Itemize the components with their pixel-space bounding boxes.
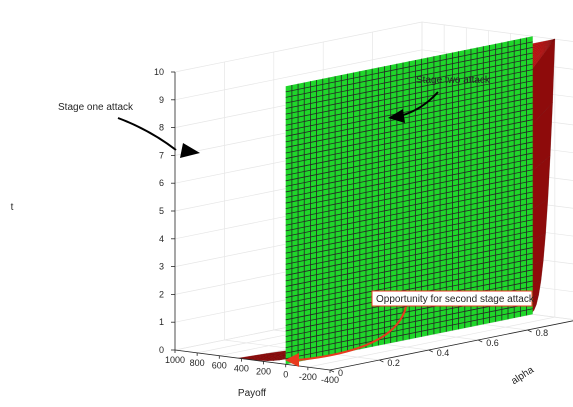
stage-one-mesh-line — [285, 119, 533, 171]
annotation-opportunity-arrowhead — [285, 353, 299, 367]
stage-one-mesh-line — [285, 302, 533, 354]
stage-one-mesh-line — [285, 308, 533, 360]
stage-one-mesh-line — [285, 58, 533, 109]
stage-one-mesh-line — [285, 80, 533, 132]
y-tick-label: 0.6 — [486, 338, 499, 348]
z-axis-label: t — [11, 202, 14, 213]
z-tick-label: 0 — [159, 345, 164, 355]
stage-one-mesh-line — [285, 191, 533, 243]
stage-one-mesh-line — [285, 236, 533, 287]
y-tick-mark — [527, 329, 532, 333]
stage-one-mesh-line — [285, 263, 533, 315]
y-tick-label: 0 — [338, 368, 343, 378]
stage-one-mesh-line — [285, 252, 533, 304]
z-tick-label: 4 — [159, 234, 164, 244]
surface-layer — [238, 36, 556, 365]
annotation-stage-one-arrow — [117, 117, 177, 151]
x-tick-label: 800 — [190, 358, 205, 368]
grid-line — [174, 21, 423, 73]
annotation-opportunity: Opportunity for second stage attack — [285, 290, 535, 367]
stage-one-mesh-line — [285, 85, 533, 137]
stage-one-mesh-line — [285, 230, 533, 282]
grid-line — [174, 49, 423, 101]
stage-one-mesh-line — [285, 69, 533, 121]
x-tick-label: -200 — [299, 372, 317, 382]
stage-one-mesh-line — [285, 158, 533, 209]
x-axis-line — [174, 349, 331, 371]
x-tick-label: -400 — [321, 375, 339, 385]
y-axis-label: alpha — [509, 364, 536, 387]
stage-one-mesh-line — [285, 41, 533, 93]
stage-one-mesh-line — [285, 258, 533, 310]
stage-one-mesh-line — [285, 247, 533, 298]
stage-one-mesh-line — [285, 202, 533, 254]
y-tick-label: 0.8 — [536, 328, 549, 338]
stage-one-mesh-line — [285, 113, 533, 165]
stage-one-mesh-line — [285, 124, 533, 176]
stage-one-mesh-line — [285, 47, 533, 98]
stage-one-mesh-line — [285, 213, 533, 265]
z-tick-label: 6 — [159, 178, 164, 188]
grid-line — [421, 21, 573, 42]
y-tick-mark — [379, 359, 384, 363]
stage-one-mesh-line — [285, 152, 533, 204]
grid-line — [307, 316, 555, 368]
z-tick-label: 2 — [159, 289, 164, 299]
stage-one-mesh-line — [285, 63, 533, 115]
annotation-opportunity-arrow — [297, 306, 407, 361]
y-axis-line — [329, 320, 573, 371]
stage-one-mesh-line — [285, 130, 533, 182]
stage-one-mesh-line — [285, 97, 533, 148]
annotation-opportunity-box — [371, 290, 533, 307]
y-tick-mark — [428, 349, 433, 353]
z-tick-label: 3 — [159, 262, 164, 272]
axis-layer: 10008006004002000-200-40000.20.40.60.810… — [154, 67, 573, 385]
stage-one-mesh-line — [285, 197, 533, 248]
stage-one-mesh-line — [285, 186, 533, 237]
annotation-stage-one-arrowhead — [180, 143, 200, 158]
x-axis-label: Payoff — [238, 388, 266, 399]
z-tick-label: 8 — [159, 123, 164, 133]
z-tick-label: 9 — [159, 95, 164, 105]
stage-one-mesh-line — [285, 135, 533, 187]
stage-one-mesh-line — [285, 169, 533, 221]
z-tick-label: 5 — [159, 206, 164, 216]
stage-one-mesh-line — [285, 102, 533, 154]
y-tick-mark — [478, 339, 483, 343]
stage-one-mesh-line — [285, 163, 533, 215]
y-tick-label: 0.4 — [437, 348, 450, 358]
stage-one-mesh-line — [285, 219, 533, 271]
annotation-stage-one-text: Stage one attack — [58, 102, 134, 113]
x-tick-label: 0 — [283, 369, 288, 379]
stage-one-mesh-line — [285, 52, 533, 104]
annotation-stage-two: Stage two attack — [388, 75, 491, 123]
stage-one-mesh-line — [285, 141, 533, 193]
stage-one-mesh-line — [285, 74, 533, 126]
y-tick-mark — [329, 369, 335, 373]
annotation-stage-one: Stage one attack — [58, 102, 200, 158]
stage-one-mesh-line — [285, 91, 533, 143]
x-tick-label: 1000 — [165, 355, 185, 365]
stage-one-mesh-line — [285, 147, 533, 198]
y-tick-label: 0.2 — [387, 358, 400, 368]
stage-one-mesh-line — [285, 241, 533, 293]
annotation-stage-two-text: Stage two attack — [416, 75, 491, 86]
z-tick-label: 10 — [154, 67, 164, 77]
annotation-stage-two-arrowhead — [388, 109, 405, 123]
stage-one-mesh-line — [285, 108, 533, 159]
z-tick-label: 1 — [159, 317, 164, 327]
stage-one-mesh-line — [285, 224, 533, 276]
annotation-opportunity-text: Opportunity for second stage attack — [376, 294, 535, 305]
x-tick-label: 600 — [212, 361, 227, 371]
stage-one-mesh-line — [285, 180, 533, 232]
z-tick-label: 7 — [159, 150, 164, 160]
x-tick-label: 200 — [256, 366, 271, 376]
stage-one-mesh-line — [285, 208, 533, 260]
x-tick-label: 400 — [234, 364, 249, 374]
stage-one-mesh-line — [285, 174, 533, 226]
